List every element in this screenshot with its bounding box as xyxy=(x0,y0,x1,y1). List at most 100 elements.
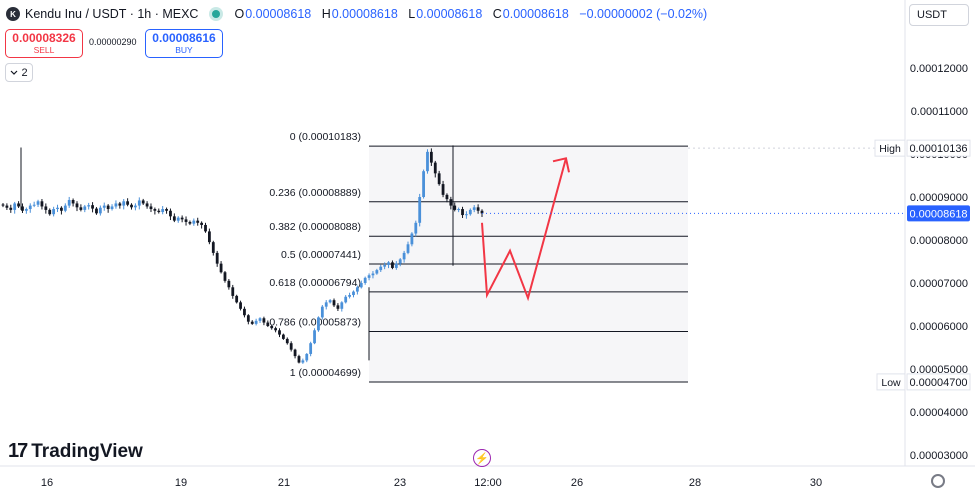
candle-body xyxy=(114,203,118,207)
candle-body xyxy=(1,204,5,206)
currency-select[interactable]: USDT xyxy=(909,4,969,26)
candle-body xyxy=(231,287,235,296)
last-price-label: 0.00008618 xyxy=(909,208,967,220)
candle-body xyxy=(285,338,289,344)
high-value: 0.00010136 xyxy=(909,143,967,155)
candle-body xyxy=(180,217,184,220)
indicator-count: 2 xyxy=(21,66,28,79)
close-key: C xyxy=(492,7,502,21)
candle-body xyxy=(359,283,363,288)
candle-body xyxy=(328,300,332,303)
candle-body xyxy=(449,199,453,206)
high-value: 0.00008618 xyxy=(331,7,398,21)
y-tick-label: 0.00011000 xyxy=(911,106,968,118)
candle-body xyxy=(398,259,402,264)
sell-button[interactable]: 0.00008326 SELL xyxy=(5,29,83,58)
candle-body xyxy=(172,216,176,221)
chart-header: K Kendu Inu / USDT · 1h · MEXC O0.000086… xyxy=(0,0,905,28)
candle-body xyxy=(9,207,13,210)
candle-body xyxy=(348,295,351,297)
candle-body xyxy=(305,353,309,361)
candle-body xyxy=(371,273,375,276)
candle-body xyxy=(17,203,20,207)
candle-body xyxy=(130,204,133,208)
candle-body xyxy=(336,305,340,309)
candle-body xyxy=(52,209,56,215)
lightning-icon[interactable]: ⚡ xyxy=(473,449,491,467)
candle-body xyxy=(134,205,137,208)
candle-body xyxy=(83,206,87,210)
candle-body xyxy=(157,210,161,213)
candle-body xyxy=(40,201,44,207)
candle-body xyxy=(75,203,79,208)
candle-body xyxy=(270,326,274,329)
fib-level-label: 0.382 (0.00008088) xyxy=(269,221,361,233)
candle-body xyxy=(87,205,91,207)
open-key: O xyxy=(234,7,245,21)
candle-body xyxy=(149,206,153,210)
chevron-down-icon xyxy=(10,67,18,79)
candle-body xyxy=(243,308,246,316)
candle-body xyxy=(453,205,457,210)
candle-body xyxy=(188,221,192,224)
symbol-title[interactable]: Kendu Inu / USDT · 1h · MEXC xyxy=(25,7,199,21)
candle-body xyxy=(79,207,83,210)
x-tick-label: 26 xyxy=(571,477,583,489)
candle-body xyxy=(207,231,211,243)
candle-body xyxy=(266,322,270,326)
candle-body xyxy=(391,262,394,268)
tradingview-mark-icon: 17 xyxy=(8,440,28,462)
candle-body xyxy=(215,252,219,264)
close-value: 0.00008618 xyxy=(502,7,569,21)
buy-label: BUY xyxy=(175,45,193,55)
candle-body xyxy=(169,210,172,217)
candle-body xyxy=(219,263,223,273)
gear-icon[interactable] xyxy=(931,474,945,488)
indicators-toggle[interactable]: 2 xyxy=(5,63,33,82)
candle-body xyxy=(297,356,301,363)
candle-body xyxy=(141,200,145,204)
candle-body xyxy=(367,275,371,278)
candle-body xyxy=(383,264,387,267)
buy-button[interactable]: 0.00008616 BUY xyxy=(145,29,223,58)
candle-body xyxy=(67,200,71,206)
candle-body xyxy=(301,360,305,363)
candle-body xyxy=(32,204,36,206)
candle-body xyxy=(406,244,410,253)
x-tick-label: 23 xyxy=(394,477,406,489)
candle-body xyxy=(36,201,40,205)
y-tick-label: 0.00012000 xyxy=(910,63,968,75)
candle-body xyxy=(192,220,196,224)
projection-path xyxy=(481,158,567,302)
candle-body xyxy=(441,184,445,195)
candle-body xyxy=(352,291,355,296)
tradingview-logo[interactable]: 17 TradingView xyxy=(8,440,143,463)
candle-body xyxy=(254,320,258,324)
candle-body xyxy=(71,200,75,204)
candle-body xyxy=(239,302,242,309)
candle-body xyxy=(387,262,390,265)
low-key: L xyxy=(408,7,416,21)
candle-body xyxy=(258,318,262,321)
low-value-tag xyxy=(906,373,971,391)
candle-body xyxy=(102,205,106,208)
candle-body xyxy=(184,219,188,222)
candle-body xyxy=(137,200,141,206)
candle-body xyxy=(429,151,433,163)
candle-body xyxy=(422,171,425,197)
candle-body xyxy=(98,207,102,214)
candle-body xyxy=(106,205,110,210)
candle-body xyxy=(457,209,461,211)
candle-body xyxy=(445,194,449,200)
candle-body xyxy=(235,295,239,303)
low-label: Low xyxy=(881,377,901,389)
spread-value: 0.00000290 xyxy=(89,37,137,47)
candle-body xyxy=(56,207,59,210)
candle-body xyxy=(332,300,336,306)
candle-body xyxy=(153,209,157,211)
fib-level-label: 0.5 (0.00007441) xyxy=(281,249,361,261)
candle-body xyxy=(465,214,468,216)
candle-body xyxy=(60,207,63,211)
fib-level-label: 0.786 (0.00005873) xyxy=(269,316,361,328)
